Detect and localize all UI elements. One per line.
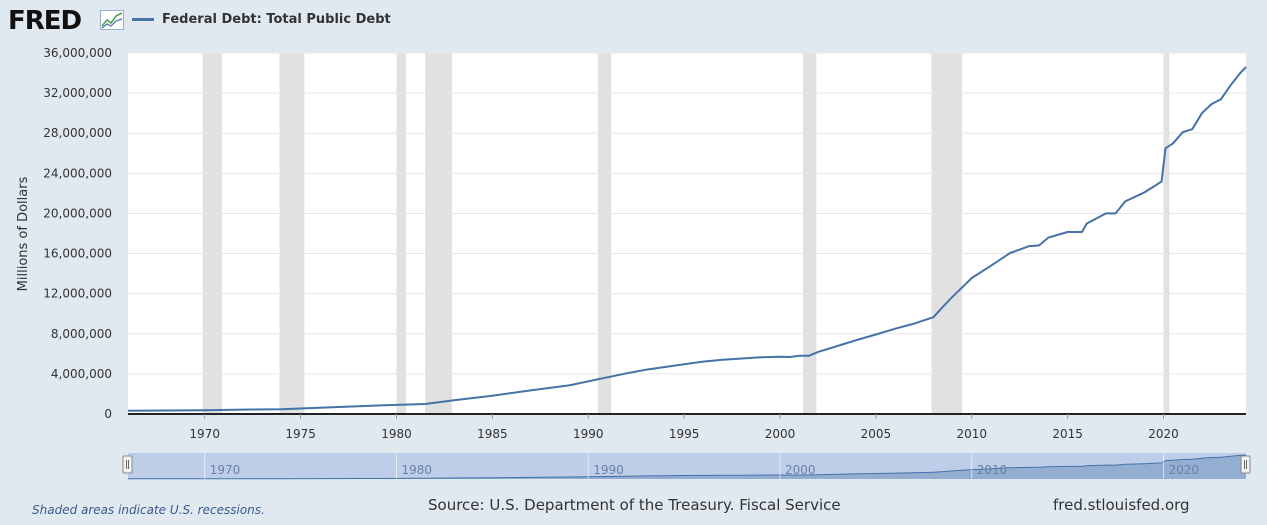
- x-tick-label: 2015: [1052, 427, 1083, 441]
- grid-lines: [128, 52, 1246, 375]
- recession-band-0: [202, 53, 222, 414]
- navigator-tick-labels: 1970 1980 1990 2000 2010 2020: [204, 453, 1200, 479]
- recession-bands: [202, 53, 1170, 414]
- recession-band-4: [597, 53, 612, 414]
- y-tick-label: 4,000,000: [51, 367, 112, 381]
- fred-logo: FRED: [8, 6, 82, 36]
- x-tick-label: 2010: [957, 427, 988, 441]
- navigator-tick-label: 1980: [401, 463, 432, 477]
- recession-band-5: [803, 53, 817, 414]
- x-tick-label: 2005: [861, 427, 892, 441]
- y-tick-labels: 0 4,000,000 8,000,000 12,000,000 16,000,000 2…: [43, 46, 112, 421]
- x-tick-label: 2020: [1148, 427, 1179, 441]
- legend: Federal Debt: Total Public Debt: [132, 12, 391, 27]
- range-navigator[interactable]: 1970 1980 1990 2000 2010 2020: [122, 453, 1251, 480]
- y-tick-label: 20,000,000: [43, 206, 112, 220]
- navigator-series: [128, 454, 1247, 480]
- series-line-0: [127, 66, 1247, 412]
- y-tick-label: 0: [104, 407, 112, 421]
- x-tick-label: 1975: [285, 427, 316, 441]
- y-tick-label: 36,000,000: [43, 46, 112, 60]
- recession-band-6: [931, 53, 963, 414]
- navigator-right-handle[interactable]: [1240, 455, 1251, 474]
- y-tick-label: 32,000,000: [43, 86, 112, 100]
- y-tick-label: 24,000,000: [43, 166, 112, 180]
- x-tick-label: 1980: [381, 427, 412, 441]
- navigator-left-handle[interactable]: [122, 455, 133, 474]
- x-tick-label: 1985: [477, 427, 508, 441]
- y-tick-label: 28,000,000: [43, 126, 112, 140]
- y-tick-label: 12,000,000: [43, 287, 112, 301]
- recession-band-3: [425, 53, 453, 414]
- navigator-tick-label: 2000: [785, 463, 816, 477]
- navigator-tick-label: 2020: [1169, 463, 1200, 477]
- navigator-area-0: [128, 455, 1246, 479]
- navigator-tick-label: 1990: [593, 463, 624, 477]
- x-tick-label: 1990: [573, 427, 604, 441]
- site-link[interactable]: fred.stlouisfed.org: [1053, 496, 1190, 514]
- series-layer: [127, 66, 1247, 412]
- legend-label: Federal Debt: Total Public Debt: [162, 12, 391, 27]
- source-text: Source: U.S. Department of the Treasury.…: [428, 496, 841, 514]
- navigator-tick-label: 2010: [977, 463, 1008, 477]
- y-tick-label: 16,000,000: [43, 247, 112, 261]
- x-tick-labels: 1970 1975 1980 1985 1990 1995 2000 2005 2010 2015…: [189, 414, 1179, 441]
- navigator-selection[interactable]: [128, 453, 1246, 479]
- recession-note: Shaded areas indicate U.S. recessions.: [32, 503, 265, 517]
- navigator-tick-label: 1970: [210, 463, 241, 477]
- x-tick-label: 2000: [765, 427, 796, 441]
- recession-band-2: [396, 53, 407, 414]
- y-tick-label: 8,000,000: [51, 327, 112, 341]
- x-tick-label: 1995: [669, 427, 700, 441]
- recession-band-7: [1163, 53, 1170, 414]
- legend-swatch: [132, 18, 154, 21]
- fred-chart-icon: [100, 10, 124, 30]
- navigator-line-0: [128, 454, 1247, 480]
- x-tick-label: 1970: [189, 427, 220, 441]
- recession-band-1: [279, 53, 305, 414]
- y-axis-title: Millions of Dollars: [16, 176, 31, 291]
